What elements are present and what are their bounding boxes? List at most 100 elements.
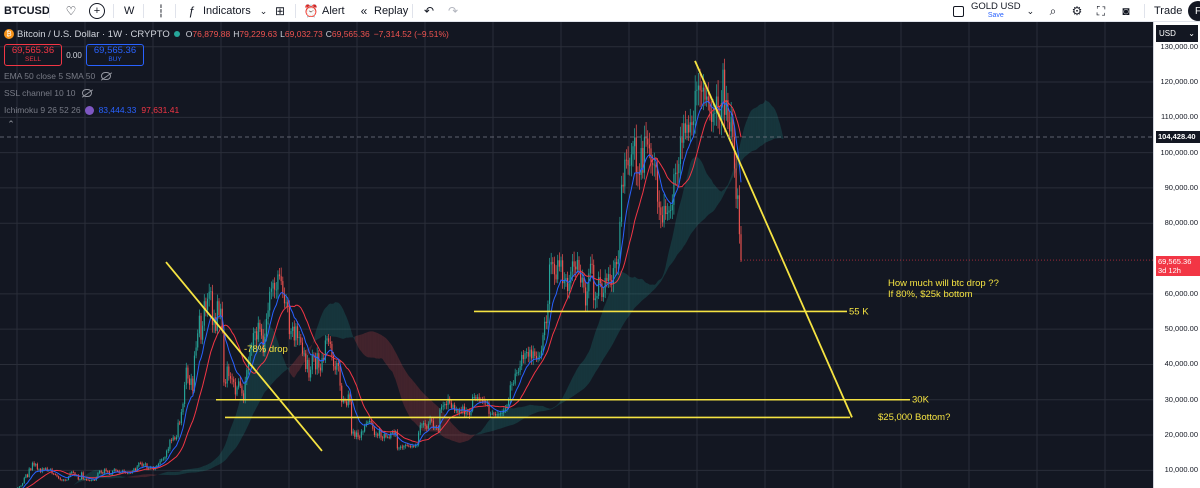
currency-selector[interactable]: USD ⌄ — [1156, 25, 1198, 42]
ichimoku-cloud-segment — [518, 407, 521, 422]
symbol-search[interactable]: BTCUSD — [4, 5, 50, 17]
ichimoku-cloud-segment — [767, 101, 769, 143]
candle-body — [251, 346, 253, 350]
ichimoku-cloud-segment — [534, 405, 537, 414]
layout-menu[interactable]: GOLD USD Save ⌄ — [953, 0, 1034, 22]
ichimoku-cloud-segment — [327, 304, 329, 336]
indicators-button[interactable]: ƒ Indicators ⌄ — [184, 0, 268, 22]
collapse-legend-icon[interactable]: ⌃ — [7, 119, 15, 129]
symbol-title[interactable]: Bitcoin / U.S. Dollar · 1W · CRYPTO — [17, 28, 170, 40]
price-chart[interactable]: 55 K 30K -78% drop How much will btc drop ?… — [0, 22, 1153, 488]
ichimoku-cloud-segment — [727, 180, 730, 187]
ichimoku-cloud-segment — [292, 361, 295, 378]
ichimoku-cloud-segment — [588, 348, 591, 384]
ichimoku-cloud-segment — [345, 313, 347, 339]
ichimoku-cloud-segment — [536, 405, 539, 413]
candle-body — [449, 398, 451, 403]
indicator-ichimoku[interactable]: Ichimoku 9 26 52 26 83,444.33 97,631.41 — [4, 103, 449, 117]
ichimoku-cloud-segment — [312, 338, 314, 345]
interval-button[interactable]: W — [124, 5, 135, 17]
hidden-eye-icon[interactable] — [101, 72, 112, 80]
alert-button[interactable]: ⏰ Alert — [303, 0, 345, 22]
redo-icon[interactable]: ↷ — [447, 4, 459, 18]
price-tick-label: 20,000.00 — [1164, 430, 1198, 440]
ichimoku-cloud-segment — [624, 273, 627, 323]
ichimoku-cloud-segment — [201, 466, 203, 472]
chart-area[interactable]: 55 K 30K -78% drop How much will btc drop ?… — [0, 22, 1153, 488]
candle-body — [645, 136, 647, 139]
heart-icon[interactable]: ♡ — [65, 4, 77, 18]
candle-body — [601, 283, 603, 298]
candle-body — [368, 420, 371, 422]
candle-body — [66, 479, 68, 481]
candle-body — [467, 411, 469, 412]
save-label[interactable]: Save — [987, 12, 1004, 19]
price-scale[interactable]: USD ⌄ 130,000.00 120,000.00 110,000.00 100,… — [1153, 22, 1200, 488]
candle-body — [403, 445, 405, 448]
candle-body — [229, 376, 232, 379]
candle-body — [560, 260, 562, 267]
settings-icon[interactable]: ⚙ — [1071, 4, 1083, 18]
ichimoku-cloud-segment — [336, 302, 339, 338]
avatar[interactable]: F — [1188, 1, 1200, 21]
candle-body — [707, 96, 709, 103]
trade-button[interactable]: Trade — [1154, 5, 1183, 17]
indicator-ssl[interactable]: SSL channel 10 10 — [4, 86, 449, 100]
candle-body — [293, 326, 295, 341]
layout-icon[interactable]: ⊞ — [274, 4, 286, 18]
chevron-down-icon[interactable]: ⌄ — [259, 5, 268, 16]
buy-button[interactable]: 69,565.36 BUY — [86, 44, 144, 66]
candle-body — [233, 379, 235, 383]
candle-body — [607, 274, 610, 282]
undo-icon[interactable]: ↶ — [423, 4, 435, 18]
ichimoku-cloud-segment — [529, 404, 532, 416]
ichimoku-cloud-segment — [544, 406, 547, 411]
sell-button[interactable]: 69,565.36 SELL — [4, 44, 62, 66]
fullscreen-icon[interactable]: ⛶ — [1096, 3, 1106, 18]
ichimoku-cloud-segment — [194, 468, 197, 473]
price-tick-label: 50,000.00 — [1164, 324, 1198, 334]
currency-label: USD — [1159, 29, 1176, 38]
candle-body — [159, 460, 161, 464]
camera-icon[interactable]: ◙ — [1122, 4, 1130, 18]
candle-body — [658, 201, 660, 208]
ichimoku-cloud-segment — [163, 472, 165, 475]
bar-style-icon[interactable]: ┆ — [157, 4, 165, 18]
ichimoku-cloud-segment — [654, 283, 656, 290]
candle-body — [180, 412, 182, 424]
ichimoku-cloud-segment — [474, 434, 476, 436]
ichimoku-cloud-segment — [562, 394, 565, 403]
candle-body — [22, 483, 24, 486]
candle-body — [635, 137, 637, 173]
ichimoku-cloud-segment — [372, 331, 375, 358]
ichimoku-cloud-segment — [569, 381, 571, 399]
chevron-down-icon[interactable]: ⌄ — [1026, 5, 1035, 16]
candle-body — [236, 387, 238, 395]
candle-body — [663, 205, 665, 223]
candle-body — [576, 259, 578, 270]
candle-body — [630, 154, 632, 166]
replay-button[interactable]: « Replay — [356, 0, 409, 22]
ichimoku-cloud-segment — [515, 407, 517, 424]
candle-body — [241, 385, 243, 394]
ichimoku-cloud-segment — [773, 107, 776, 139]
indicator-settings-icon[interactable] — [84, 105, 94, 115]
plus-icon[interactable]: + — [89, 3, 105, 19]
ichimoku-cloud-segment — [603, 304, 606, 359]
ichimoku-cloud-segment — [660, 276, 663, 282]
ichimoku-cloud-segment — [708, 175, 710, 215]
candle-body — [622, 184, 624, 187]
candle-body — [53, 473, 55, 475]
candle-body — [107, 471, 109, 472]
ichimoku-cloud-segment — [325, 306, 327, 336]
hidden-eye-icon[interactable] — [81, 89, 92, 97]
candle-body — [388, 437, 390, 438]
ichimoku-cloud-segment — [451, 422, 453, 441]
search-icon[interactable]: ⌕ — [1049, 3, 1057, 18]
candle-body — [205, 301, 207, 311]
ichimoku-cloud-segment — [284, 360, 287, 372]
ichimoku-cloud-segment — [557, 402, 560, 406]
candle-body — [395, 431, 397, 435]
indicator-ema[interactable]: EMA 50 close 5 SMA 50 — [4, 69, 449, 83]
candle-body — [334, 366, 336, 370]
